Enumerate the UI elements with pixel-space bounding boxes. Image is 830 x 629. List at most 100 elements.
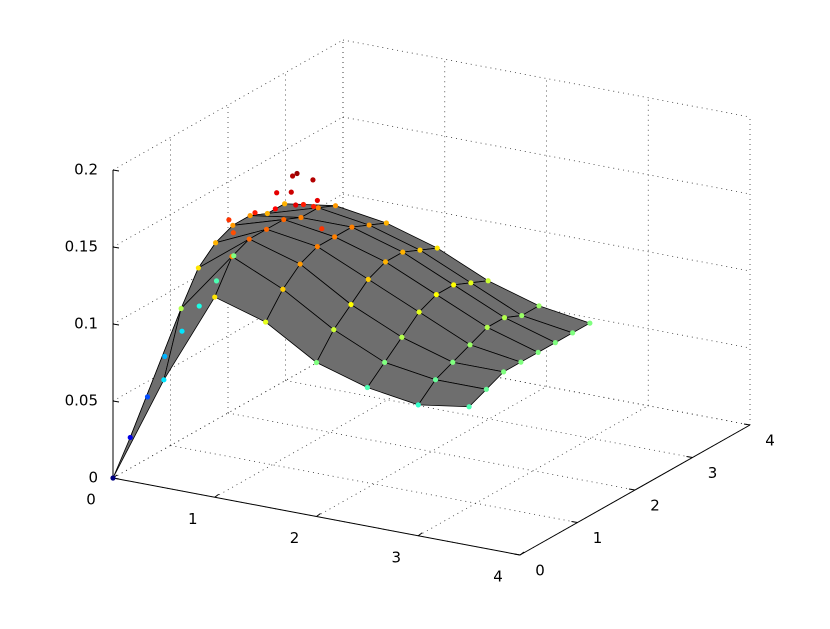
surface-point (501, 369, 507, 375)
scatter-point (314, 197, 320, 204)
surface-point (315, 205, 321, 211)
x-tick-label: 0 (86, 491, 96, 509)
y-tick-label: 4 (765, 432, 775, 450)
surface-point (213, 240, 219, 246)
surface-point (348, 301, 354, 308)
surface-point (570, 330, 576, 336)
surface-point (264, 210, 270, 217)
z-tick-label: 0.1 (74, 315, 98, 333)
surface-point (399, 334, 405, 340)
surface-point (536, 303, 542, 309)
surface-point (231, 253, 237, 259)
z-tick-label: 0.15 (65, 238, 98, 256)
surface-point (332, 203, 339, 209)
surface-point (485, 278, 491, 284)
surface-point (450, 359, 456, 365)
grid-line (342, 39, 751, 118)
z-tick-label: 0.2 (74, 161, 98, 179)
surface-point (382, 359, 388, 365)
surface-point (282, 201, 288, 207)
grid-line (112, 39, 344, 171)
z-tick (112, 246, 120, 249)
surface-point (263, 319, 269, 325)
scatter-point (230, 230, 236, 236)
scatter-point (311, 203, 317, 210)
x-tick-label: 2 (290, 529, 300, 547)
surface-point (349, 224, 355, 230)
grid-line (285, 380, 693, 458)
grid-line (342, 270, 751, 349)
grid-line (342, 193, 751, 272)
surface-point (519, 312, 525, 319)
surface-point (382, 259, 389, 265)
surface-patch (112, 308, 182, 479)
z-tick (112, 169, 120, 172)
surface-point (434, 245, 440, 251)
y-tick-label: 2 (650, 497, 660, 515)
scatter-point (274, 190, 280, 196)
z-tick-label: 0 (88, 469, 98, 487)
surface-point (196, 303, 202, 309)
grid-line (418, 405, 649, 537)
scatter-point (300, 201, 307, 208)
surface-point (364, 384, 370, 391)
scatter-point (319, 226, 325, 232)
surface-point (144, 394, 151, 400)
surface-point (483, 386, 489, 392)
grid-line (112, 347, 344, 479)
surface-point (331, 327, 337, 333)
surface-point (281, 216, 287, 223)
scatter-point (252, 210, 258, 216)
x-tick-label: 1 (188, 510, 198, 528)
y-tick (628, 488, 636, 491)
surface-point (484, 324, 490, 330)
surface-point (467, 342, 473, 348)
scatter-point (310, 177, 316, 183)
y-tick (513, 553, 521, 556)
grid-line (342, 116, 751, 195)
surface-point (415, 402, 421, 408)
grid-line (227, 412, 636, 491)
surface-point (501, 315, 508, 321)
z-tick-label: 0.05 (65, 392, 98, 410)
surface-point (313, 359, 320, 366)
y-tick-label: 1 (593, 529, 603, 547)
z-tick (112, 323, 120, 326)
surface-point (230, 222, 236, 228)
y-tick-label: 3 (708, 464, 718, 482)
surface-point (162, 353, 168, 359)
scatter-point (293, 202, 299, 208)
x-tick (316, 513, 321, 517)
y-tick-label: 0 (535, 562, 545, 580)
surface-point (280, 286, 286, 292)
surface-point (263, 226, 270, 232)
surface-point (365, 276, 371, 282)
x-tick-label: 3 (391, 548, 401, 566)
surface-point (383, 220, 389, 226)
surface-point (127, 434, 133, 441)
x-tick (417, 532, 423, 537)
surface-point (416, 309, 422, 315)
surface-point (587, 320, 593, 326)
grid-line (170, 445, 578, 523)
scatter-point (294, 170, 300, 177)
surface-point (195, 265, 201, 271)
surface-point (297, 261, 303, 267)
surface-point (417, 247, 423, 253)
surface-point (432, 377, 439, 383)
surface-point (366, 222, 372, 228)
surface-point (468, 280, 474, 286)
surface-point (247, 212, 253, 219)
surface-point (466, 404, 472, 410)
surface-point (314, 244, 320, 250)
surface-point (298, 214, 304, 221)
surface-point (246, 236, 252, 242)
y-tick (743, 423, 751, 426)
y-tick (571, 521, 578, 523)
grid-line (342, 347, 751, 426)
y-tick (686, 456, 693, 458)
scatter-point (290, 173, 296, 179)
surface-point (535, 349, 541, 355)
surface-point (161, 377, 167, 383)
